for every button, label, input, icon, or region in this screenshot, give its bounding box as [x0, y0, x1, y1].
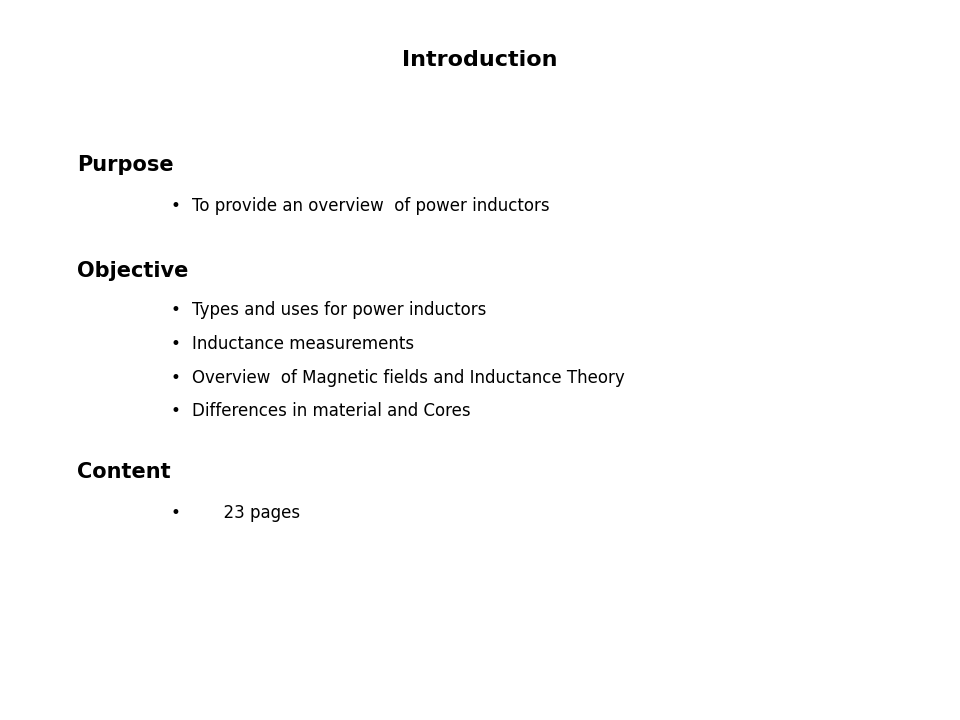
Text: Differences in material and Cores: Differences in material and Cores: [192, 402, 470, 420]
Text: To provide an overview  of power inductors: To provide an overview of power inductor…: [192, 197, 550, 215]
Text: Introduction: Introduction: [402, 50, 558, 71]
Text: •: •: [171, 197, 180, 215]
Text: Inductance measurements: Inductance measurements: [192, 335, 414, 353]
Text: Content: Content: [77, 462, 171, 482]
Text: Types and uses for power inductors: Types and uses for power inductors: [192, 301, 487, 319]
Text: •: •: [171, 402, 180, 420]
Text: Overview  of Magnetic fields and Inductance Theory: Overview of Magnetic fields and Inductan…: [192, 369, 625, 387]
Text: 23 pages: 23 pages: [192, 504, 300, 522]
Text: •: •: [171, 301, 180, 319]
Text: Objective: Objective: [77, 261, 188, 281]
Text: •: •: [171, 335, 180, 353]
Text: •: •: [171, 504, 180, 522]
Text: Purpose: Purpose: [77, 155, 174, 175]
Text: •: •: [171, 369, 180, 387]
